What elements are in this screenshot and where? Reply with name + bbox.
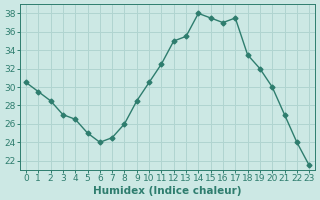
X-axis label: Humidex (Indice chaleur): Humidex (Indice chaleur) — [93, 186, 242, 196]
